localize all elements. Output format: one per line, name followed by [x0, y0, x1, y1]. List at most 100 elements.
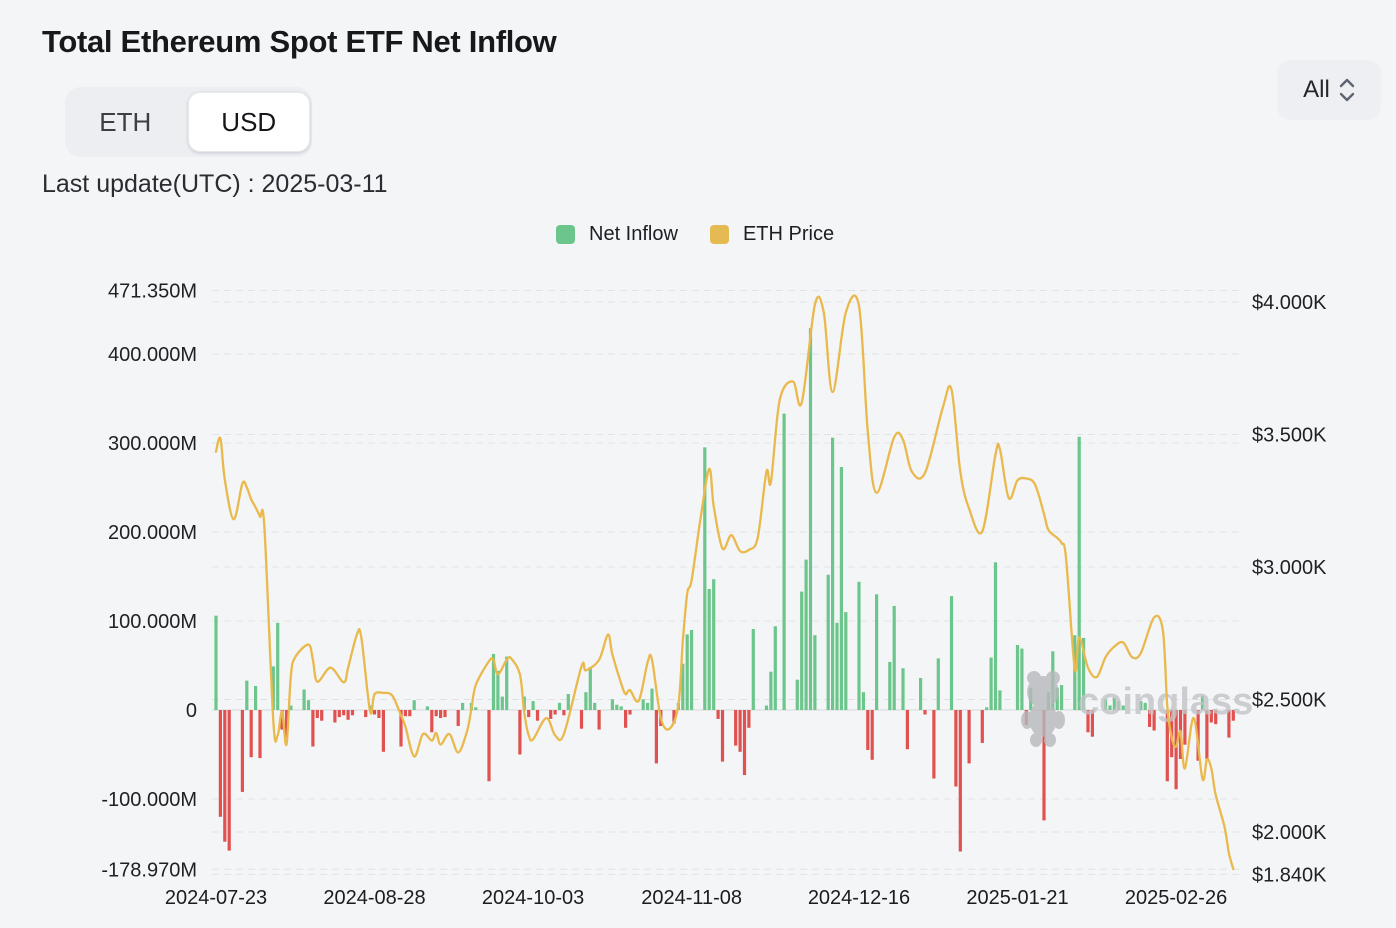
legend-item-eth-price[interactable]: ETH Price	[709, 223, 835, 246]
left-axis-tick-label: 100.000M	[108, 611, 197, 633]
inflow-bar	[1183, 710, 1187, 745]
inflow-bar	[1209, 710, 1213, 723]
inflow-bar	[425, 706, 429, 710]
watermark-mascot-icon	[1030, 733, 1042, 747]
inflow-bar	[795, 679, 799, 710]
legend-label: Net Inflow	[589, 223, 678, 245]
toggle-option-eth[interactable]: ETH	[99, 106, 152, 137]
inflow-bar	[240, 710, 244, 792]
inflow-bar	[764, 705, 769, 710]
inflow-bar	[579, 710, 584, 729]
inflow-bar	[703, 447, 707, 710]
legend-label: ETH Price	[742, 223, 835, 245]
right-axis-tick-label: $3.000K	[1252, 557, 1327, 579]
x-axis-tick-label: 2024-10-03	[482, 887, 584, 909]
inflow-bar	[738, 710, 742, 752]
legend-item-net-inflow[interactable]: Net Inflow	[556, 223, 678, 246]
inflow-bar	[769, 671, 773, 710]
inflow-bar	[593, 702, 597, 710]
inflow-bar	[1214, 710, 1218, 725]
inflow-bar	[372, 710, 377, 715]
inflow-bar	[350, 710, 355, 716]
inflow-bar	[866, 710, 870, 750]
inflow-bar	[1200, 695, 1205, 710]
x-axis-tick-label: 2024-11-08	[641, 887, 742, 909]
inflow-bar	[461, 702, 465, 710]
inflow-bar	[773, 626, 777, 710]
inflow-bar	[800, 591, 804, 710]
inflow-bar	[1148, 710, 1152, 727]
inflow-bar	[505, 656, 509, 710]
inflow-bar	[839, 467, 843, 710]
inflow-bar	[901, 668, 905, 710]
watermark-mascot-icon	[1029, 701, 1057, 737]
inflow-bar	[562, 710, 566, 716]
inflow-bar	[1108, 705, 1112, 710]
inflow-bar	[685, 634, 689, 711]
inflow-bar	[980, 710, 984, 743]
inflow-bar	[1227, 710, 1231, 738]
inflow-bar	[254, 686, 258, 710]
inflow-bar	[491, 653, 496, 710]
inflow-bar	[364, 710, 368, 718]
inflow-bar	[826, 574, 830, 710]
inflow-bar	[1205, 710, 1209, 759]
inflow-bar	[707, 589, 711, 710]
inflow-bar	[875, 594, 879, 710]
inflow-bar	[712, 579, 716, 710]
inflow-bar	[535, 710, 540, 721]
eth-price-swatch	[709, 225, 729, 244]
inflow-bar	[496, 670, 500, 710]
right-axis-tick-label: $4.000K	[1252, 292, 1327, 314]
inflow-bar	[923, 710, 927, 715]
inflow-bar	[531, 701, 535, 710]
page-title: Total Ethereum Spot ETF Net Inflow	[42, 24, 557, 59]
inflow-bar	[403, 710, 407, 717]
inflow-bar	[1073, 635, 1077, 710]
inflow-bar	[500, 696, 504, 710]
inflow-bar	[747, 710, 751, 728]
chart-legend: Net Inflow ETH Price	[556, 223, 834, 246]
inflow-bar	[333, 710, 337, 723]
x-axis-tick-label: 2024-08-28	[323, 887, 425, 909]
inflow-bar	[245, 680, 249, 710]
inflow-bar	[439, 710, 443, 718]
inflow-bar	[584, 692, 588, 710]
inflow-bar	[989, 657, 993, 710]
range-selector-value: All	[1303, 76, 1330, 103]
right-axis-tick-label: $3.500K	[1252, 425, 1327, 447]
inflow-bar	[214, 615, 218, 710]
toggle-option-usd[interactable]: USD	[187, 92, 310, 152]
inflow-bar	[443, 710, 447, 718]
inflow-bar	[870, 710, 874, 760]
inflow-bar	[672, 710, 676, 724]
left-axis-tick-label: 0	[186, 700, 197, 722]
inflow-bar	[320, 710, 324, 721]
range-selector[interactable]: All	[1278, 61, 1380, 119]
inflow-bar	[610, 699, 614, 710]
left-axis-tick-label: -178.970M	[101, 859, 197, 881]
inflow-bar	[487, 710, 491, 782]
inflow-bar	[641, 699, 645, 710]
inflow-bar	[804, 559, 808, 710]
inflow-bar	[342, 710, 346, 716]
inflow-bar	[430, 710, 434, 733]
inflow-bar	[650, 688, 654, 710]
inflow-bar	[276, 622, 280, 710]
inflow-bar	[734, 710, 738, 746]
watermark-mascot-icon	[1053, 711, 1065, 729]
inflow-bar	[346, 710, 350, 720]
inflow-bar	[831, 437, 835, 710]
inflow-bar	[1104, 699, 1108, 710]
inflow-bar	[782, 413, 786, 710]
inflow-bar	[1121, 705, 1125, 710]
inflow-bar	[289, 705, 293, 710]
inflow-bar	[932, 710, 936, 779]
inflow-bar	[742, 710, 747, 775]
watermark-mascot-icon	[1027, 676, 1059, 708]
inflow-bar	[227, 710, 231, 851]
unit-toggle[interactable]: ETH USD	[65, 87, 312, 157]
inflow-bar	[566, 694, 570, 710]
last-update-text: Last update(UTC) : 2025-03-11	[42, 170, 388, 198]
